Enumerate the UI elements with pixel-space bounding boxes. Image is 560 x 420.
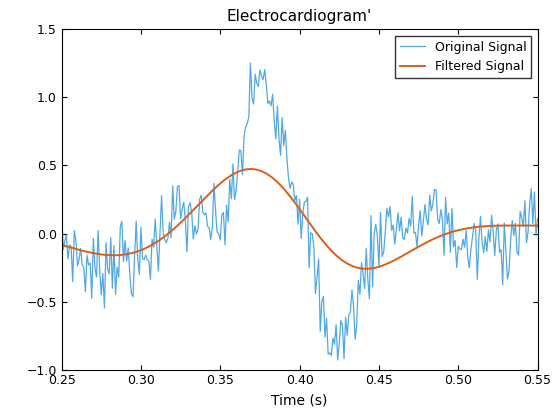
Original Signal xyxy=(252,72,259,77)
Original Signal xyxy=(387,204,394,209)
Line: Filtered Signal: Filtered Signal xyxy=(62,169,538,269)
Filtered Signal xyxy=(463,226,470,231)
Original Signal xyxy=(502,248,509,253)
X-axis label: Time (s): Time (s) xyxy=(272,393,328,407)
Original Signal xyxy=(268,103,274,108)
Original Signal xyxy=(247,60,254,66)
Title: Electrocardiogram': Electrocardiogram' xyxy=(227,9,372,24)
Filtered Signal xyxy=(247,166,254,171)
Filtered Signal xyxy=(252,167,259,172)
Filtered Signal xyxy=(534,223,541,228)
Filtered Signal xyxy=(387,260,394,265)
Original Signal xyxy=(534,216,541,221)
Filtered Signal xyxy=(268,174,274,179)
Filtered Signal xyxy=(58,242,65,247)
Filtered Signal xyxy=(436,234,442,239)
Original Signal xyxy=(334,357,341,362)
Filtered Signal xyxy=(363,266,370,271)
Original Signal xyxy=(436,221,442,226)
Original Signal xyxy=(58,205,65,210)
Filtered Signal xyxy=(502,223,509,228)
Legend: Original Signal, Filtered Signal: Original Signal, Filtered Signal xyxy=(395,36,531,78)
Line: Original Signal: Original Signal xyxy=(62,63,538,360)
Original Signal xyxy=(463,228,470,233)
